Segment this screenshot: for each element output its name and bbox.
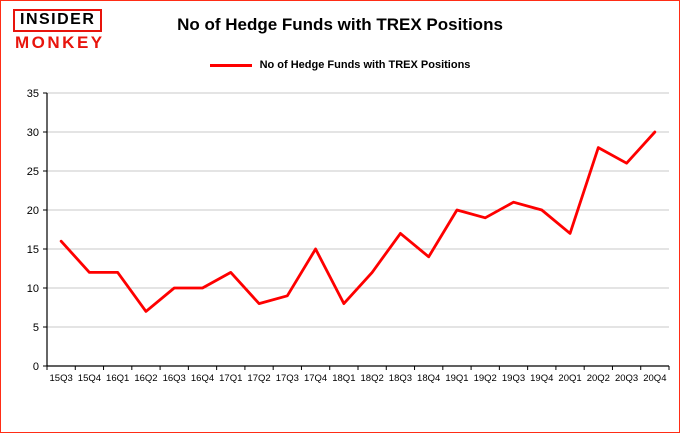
series-line	[59, 130, 657, 313]
y-tick-label: 25	[27, 166, 39, 178]
x-tick-label: 18Q1	[332, 373, 355, 384]
legend-line-swatch	[209, 63, 252, 67]
x-tick-label: 19Q2	[474, 373, 497, 384]
y-tick-label: 35	[27, 88, 39, 100]
x-tick-label: 17Q4	[304, 373, 327, 384]
y-tick-label: 0	[33, 361, 39, 373]
chart-title: No of Hedge Funds with TREX Positions	[177, 15, 503, 34]
legend-label: No of Hedge Funds with TREX Positions	[259, 59, 471, 71]
x-tick-label: 20Q1	[558, 373, 581, 384]
x-tick-label: 20Q2	[587, 373, 610, 384]
y-tick-label: 30	[27, 127, 39, 139]
x-tick-label: 17Q3	[276, 373, 299, 384]
x-tick-label: 18Q4	[417, 373, 440, 384]
y-tick-label: 15	[27, 244, 39, 256]
x-tick-label: 19Q4	[530, 373, 553, 384]
y-tick-label: 20	[27, 205, 39, 217]
insider-monkey-logo: INSIDER MONKEY	[13, 9, 105, 52]
x-tick-label: 15Q4	[78, 373, 101, 384]
x-tick-label: 15Q3	[50, 373, 73, 384]
x-tick-label: 16Q1	[106, 373, 129, 384]
x-tick-label: 18Q2	[361, 373, 384, 384]
logo-insider-text: INSIDER	[13, 9, 103, 32]
x-tick-label: 16Q3	[163, 373, 186, 384]
x-tick-label: 17Q2	[247, 373, 270, 384]
y-tick-label: 10	[27, 283, 39, 295]
x-tick-label: 16Q4	[191, 373, 214, 384]
y-tick-label: 5	[33, 322, 39, 334]
x-tick-label: 17Q1	[219, 373, 242, 384]
x-tick-label: 19Q1	[445, 373, 468, 384]
x-tick-label: 20Q4	[643, 373, 666, 384]
x-tick-label: 16Q2	[134, 373, 157, 384]
legend: No of Hedge Funds with TREX Positions	[1, 59, 679, 71]
x-tick-label: 20Q3	[615, 373, 638, 384]
x-tick-label: 19Q3	[502, 373, 525, 384]
logo-monkey-text: MONKEY	[15, 32, 105, 52]
x-tick-label: 18Q3	[389, 373, 412, 384]
